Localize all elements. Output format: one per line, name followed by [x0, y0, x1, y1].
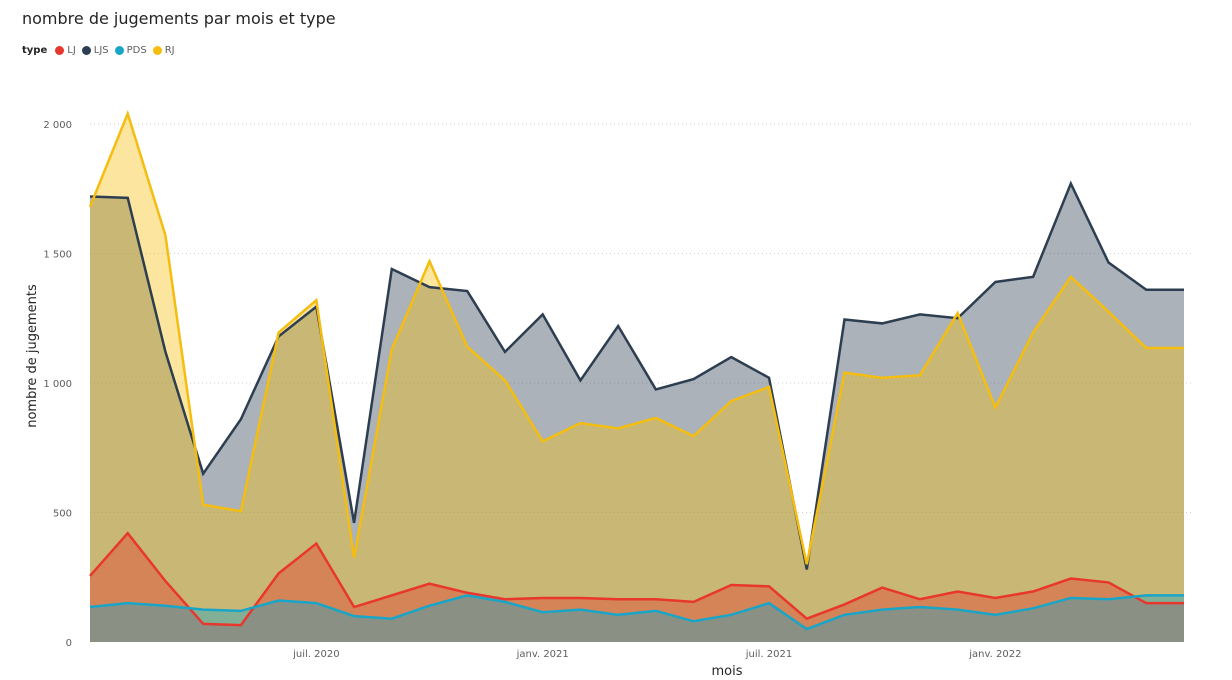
y-tick-label-3: 1 500	[43, 250, 72, 261]
legend-item-pds[interactable]: PDS	[114, 44, 147, 56]
y-axis-title: nombre de jugements	[25, 284, 40, 428]
legend-item-ljs[interactable]: LJS	[81, 44, 109, 56]
area-lj	[90, 533, 1184, 642]
legend-marker-lj	[55, 45, 65, 55]
legend-label-lj: LJ	[67, 44, 76, 56]
line-rj	[88, 109, 1184, 565]
line-lj	[89, 531, 1184, 627]
legend-marker-ljs	[81, 45, 91, 55]
legend: type LJ LJS PDS RJ	[22, 42, 181, 58]
line-ljs	[89, 180, 1184, 570]
legend-item-rj[interactable]: RJ	[152, 44, 175, 56]
x-tick-label-3: janv. 2022	[968, 649, 1021, 660]
y-tick-label-2: 1 000	[43, 379, 72, 390]
x-axis-title: mois	[711, 664, 742, 679]
legend-label-rj: RJ	[164, 44, 175, 56]
legend-item-lj[interactable]: LJ	[55, 45, 76, 56]
x-tick-label-0: juil. 2020	[292, 649, 339, 660]
legend-label-ljs: LJS	[93, 44, 109, 56]
y-tick-label-1: 500	[53, 509, 72, 520]
x-tick-label-2: juil. 2021	[745, 649, 792, 660]
legend-marker-pds	[114, 45, 124, 55]
chart-title: nombre de jugements par mois et type	[22, 9, 336, 28]
legend-marker-rj	[152, 45, 162, 55]
y-tick-label-4: 2 000	[43, 120, 72, 131]
area-pds	[90, 595, 1184, 642]
line-pds	[89, 594, 1184, 631]
legend-title: type	[22, 44, 48, 56]
x-tick-label-1: janv. 2021	[516, 649, 569, 660]
area-ljs	[90, 183, 1184, 642]
legend-label-pds: PDS	[126, 44, 147, 56]
y-tick-label-0: 0	[66, 638, 72, 649]
